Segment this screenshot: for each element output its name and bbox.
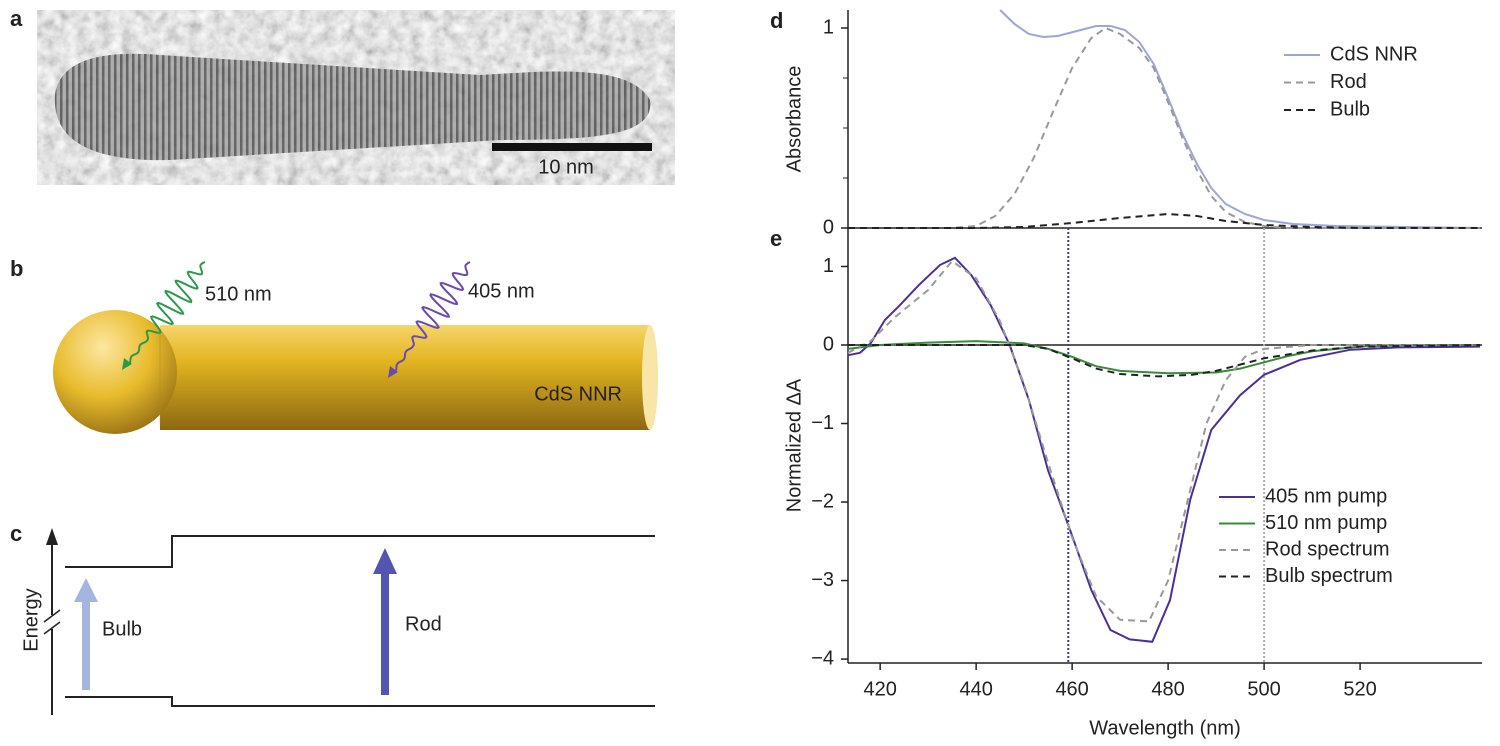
rod-end bbox=[642, 325, 658, 430]
axis-label: Energy bbox=[20, 588, 42, 651]
arrowhead bbox=[46, 528, 58, 545]
transition-label: Rod bbox=[405, 613, 442, 635]
data-line bbox=[848, 26, 1481, 229]
axis-break bbox=[44, 615, 60, 629]
legend-label: Bulb bbox=[1330, 98, 1370, 120]
y-tick-label: 1 bbox=[823, 255, 834, 277]
arrowhead bbox=[388, 366, 398, 378]
panel-label: a bbox=[10, 6, 23, 31]
scale-bar-label: 10 nm bbox=[538, 156, 594, 178]
nanorod-image bbox=[54, 53, 651, 161]
y-tick-label: −1 bbox=[811, 412, 834, 434]
y-tick-label: 1 bbox=[823, 16, 834, 38]
data-line bbox=[848, 212, 1481, 229]
y-tick-label: 0 bbox=[823, 333, 834, 355]
legend-label: Bulb spectrum bbox=[1265, 565, 1393, 587]
x-tick-label: 520 bbox=[1343, 678, 1376, 700]
arrowhead bbox=[373, 548, 397, 574]
valence-level bbox=[65, 696, 655, 707]
x-tick-label: 440 bbox=[959, 678, 992, 700]
rod bbox=[160, 325, 650, 430]
x-tick-label: 480 bbox=[1151, 678, 1184, 700]
legend-label: Rod spectrum bbox=[1265, 538, 1390, 560]
wavelength-label: 405 nm bbox=[468, 280, 535, 302]
light-wave bbox=[391, 261, 471, 375]
transition-label: Bulb bbox=[102, 618, 142, 640]
legend-label: 405 nm pump bbox=[1265, 485, 1387, 507]
panel-label: d bbox=[770, 8, 783, 33]
x-tick-label: 500 bbox=[1247, 678, 1280, 700]
data-line bbox=[847, 259, 1481, 623]
x-tick-label: 460 bbox=[1055, 678, 1088, 700]
x-axis-label: Wavelength (nm) bbox=[1089, 717, 1241, 739]
legend-label: Rod bbox=[1330, 71, 1367, 93]
legend-label: 510 nm pump bbox=[1265, 512, 1387, 534]
conduction-level bbox=[65, 535, 655, 568]
y-tick-label: −3 bbox=[811, 569, 834, 591]
y-tick-label: −4 bbox=[811, 647, 834, 669]
light-wave bbox=[125, 261, 206, 367]
data-line bbox=[848, 344, 1481, 378]
scale-bar bbox=[492, 143, 652, 151]
y-axis-label: Normalized ΔA bbox=[783, 378, 805, 512]
legend-label: CdS NNR bbox=[1330, 43, 1418, 65]
y-tick-label: −2 bbox=[811, 490, 834, 512]
arrowhead bbox=[74, 578, 98, 602]
y-axis-label: Absorbance bbox=[783, 66, 805, 173]
panel-label: c bbox=[10, 521, 22, 546]
wavelength-label: 510 nm bbox=[205, 283, 272, 305]
panel-label: b bbox=[10, 256, 23, 281]
arrowhead bbox=[122, 358, 132, 370]
panel-label: e bbox=[770, 226, 782, 251]
rod-label: CdS NNR bbox=[534, 383, 622, 405]
data-line bbox=[999, 9, 1481, 229]
data-line bbox=[847, 256, 1481, 643]
axis-break bbox=[43, 609, 61, 635]
data-line bbox=[847, 340, 1481, 375]
y-tick-label: 0 bbox=[823, 216, 834, 238]
x-tick-label: 420 bbox=[863, 678, 896, 700]
